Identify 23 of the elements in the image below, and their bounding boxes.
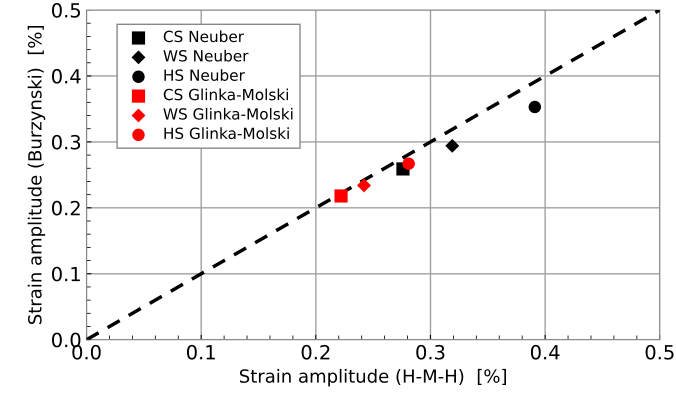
y-tick-label: 0.2 xyxy=(52,200,80,216)
legend-label: CS Neuber xyxy=(164,30,244,42)
legend-label: HS Neuber xyxy=(164,69,245,81)
legend-label: HS Glinka-Molski xyxy=(164,127,289,140)
x-tick-label: 0.2 xyxy=(302,344,330,360)
x-tick-label: 0.4 xyxy=(530,344,560,360)
y-tick-label: 0.1 xyxy=(52,266,80,282)
y-tick-label: 0.3 xyxy=(52,134,80,150)
legend-label: WS Neuber xyxy=(163,50,248,62)
point xyxy=(528,100,542,114)
legend-label: WS Glinka-Molski xyxy=(163,108,292,120)
point xyxy=(402,157,415,170)
x-tick-label: 0.1 xyxy=(187,344,215,360)
y-tick-label: 0.5 xyxy=(52,3,80,18)
legend-label: CS Glinka-Molski xyxy=(164,88,288,100)
point xyxy=(357,178,371,192)
x-tick-label: 0.5 xyxy=(646,344,674,360)
point xyxy=(334,189,348,203)
x-tick-label: 0.3 xyxy=(416,344,444,360)
y-axis-title: Strain amplitude (Burzynski) [%] xyxy=(28,26,46,324)
y-tick-label: 0.4 xyxy=(52,68,81,84)
x-axis-title: Strain amplitude (H-M-H) [%] xyxy=(240,368,506,386)
point xyxy=(445,138,460,153)
